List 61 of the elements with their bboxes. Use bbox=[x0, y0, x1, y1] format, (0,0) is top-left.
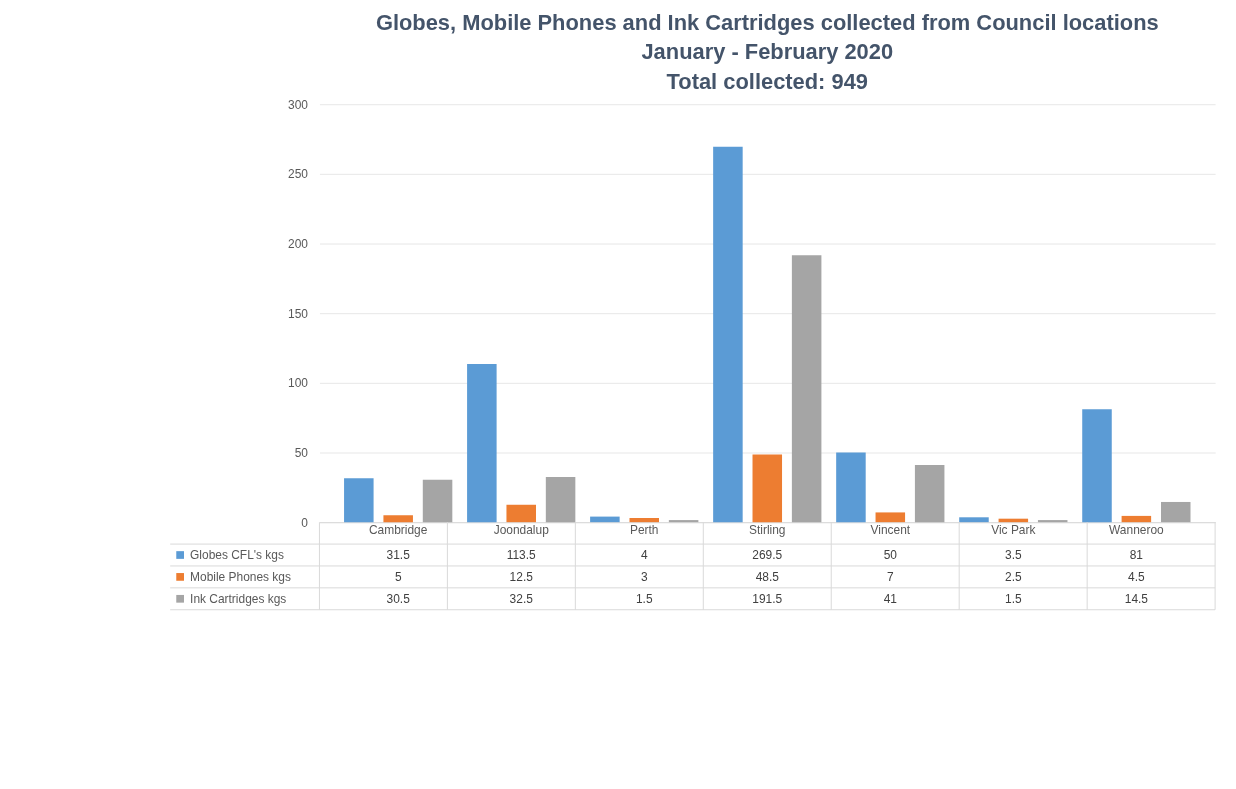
data-label: 2.5 bbox=[1005, 569, 1022, 584]
legend-label: Globes CFL's kgs bbox=[190, 547, 284, 562]
y-tick-label: 50 bbox=[294, 445, 309, 460]
bar bbox=[422, 479, 453, 523]
data-label: 113.5 bbox=[506, 547, 537, 562]
data-label: 32.5 bbox=[509, 591, 534, 606]
data-label: 4 bbox=[640, 547, 648, 562]
x-tick-label: Perth bbox=[629, 522, 659, 537]
data-label: 1.5 bbox=[1005, 591, 1022, 606]
legend-label: Ink Cartridges kgs bbox=[190, 591, 287, 606]
x-tick-label: Wanneroo bbox=[1109, 522, 1165, 537]
data-label: 4.5 bbox=[1128, 569, 1146, 584]
bar bbox=[875, 512, 906, 523]
y-tick-label: 250 bbox=[288, 167, 309, 182]
data-label: 191.5 bbox=[752, 591, 783, 606]
y-tick-label: 300 bbox=[288, 97, 309, 112]
data-label: 269.5 bbox=[752, 547, 783, 562]
data-label: 7 bbox=[886, 569, 894, 584]
bar bbox=[791, 255, 822, 523]
bar bbox=[959, 517, 989, 523]
bar bbox=[1160, 501, 1191, 523]
bar bbox=[668, 520, 699, 523]
bar bbox=[1082, 409, 1112, 523]
text: Total collected: 949 bbox=[666, 69, 868, 95]
bar bbox=[590, 516, 620, 523]
text: January - February 2020 bbox=[641, 39, 894, 65]
bar bbox=[1121, 515, 1152, 523]
x-tick-label: Joondalup bbox=[493, 522, 550, 537]
bar bbox=[629, 517, 660, 523]
data-label: 3.5 bbox=[1005, 547, 1022, 562]
bar bbox=[467, 364, 497, 523]
bar bbox=[344, 478, 374, 523]
data-label: 31.5 bbox=[386, 547, 411, 562]
bar bbox=[914, 465, 945, 523]
legend-label: Mobile Phones kgs bbox=[190, 569, 291, 584]
data-label: 12.5 bbox=[509, 569, 534, 584]
y-tick-label: 100 bbox=[288, 376, 309, 391]
data-label: 48.5 bbox=[755, 569, 780, 584]
x-tick-label: Cambridge bbox=[368, 522, 428, 537]
data-label: 14.5 bbox=[1124, 591, 1149, 606]
data-label: 3 bbox=[640, 569, 648, 584]
bar bbox=[545, 476, 576, 523]
bar bbox=[836, 452, 866, 523]
data-label: 5 bbox=[394, 569, 402, 584]
data-label: 50 bbox=[883, 547, 898, 562]
y-tick-label: 150 bbox=[288, 306, 309, 321]
y-tick-label: 200 bbox=[288, 237, 309, 251]
data-label: 41 bbox=[883, 591, 898, 606]
bar bbox=[1037, 520, 1068, 523]
bar bbox=[383, 515, 413, 523]
data-label: 30.5 bbox=[386, 591, 411, 606]
bar bbox=[752, 454, 783, 523]
data-label: 1.5 bbox=[635, 591, 653, 606]
x-tick-label: Vincent bbox=[870, 522, 911, 537]
x-tick-label: Stirling bbox=[749, 522, 786, 537]
bar bbox=[713, 146, 743, 523]
data-label: 81 bbox=[1129, 547, 1144, 562]
bar bbox=[506, 504, 536, 523]
text: Globes, Mobile Phones and Ink Cartridges collected from Council locations bbox=[375, 9, 1159, 35]
y-tick-label: 0 bbox=[301, 515, 309, 530]
x-tick-label: Vic Park bbox=[991, 522, 1036, 537]
